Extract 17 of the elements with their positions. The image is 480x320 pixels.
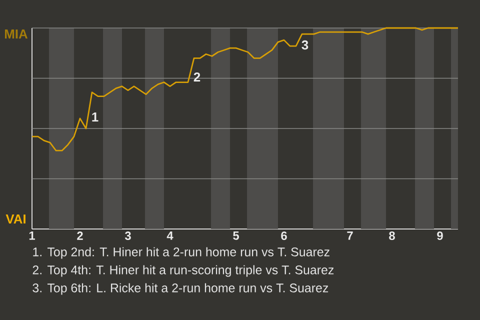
x-tick-label: 4 bbox=[166, 232, 174, 240]
annotation: 3 bbox=[302, 40, 308, 50]
x-tick-label: 5 bbox=[233, 232, 239, 240]
x-tick-label: 2 bbox=[77, 232, 83, 240]
x-tick-label: 3 bbox=[124, 232, 131, 240]
text: MIA bbox=[4, 30, 28, 38]
annotation: 1 bbox=[92, 112, 98, 122]
text: 2. Top 4th: T. Hiner hit a run-scoring triple vs T. Suarez bbox=[32, 265, 334, 277]
x-tick-label: 8 bbox=[389, 232, 395, 240]
x-tick-label: 7 bbox=[347, 232, 353, 240]
annotation: 2 bbox=[194, 72, 200, 82]
x-tick-label: 9 bbox=[437, 232, 443, 240]
text: 3. Top 6th: L. Ricke hit a 2-run home run vs T. Suarez bbox=[32, 283, 328, 295]
text: 1. Top 2nd: T. Hiner hit a 2-run home run vs T. Suarez bbox=[33, 247, 330, 259]
x-tick-label: 1 bbox=[29, 232, 35, 240]
text: VAI bbox=[6, 214, 26, 224]
x-tick-label: 6 bbox=[281, 232, 287, 240]
